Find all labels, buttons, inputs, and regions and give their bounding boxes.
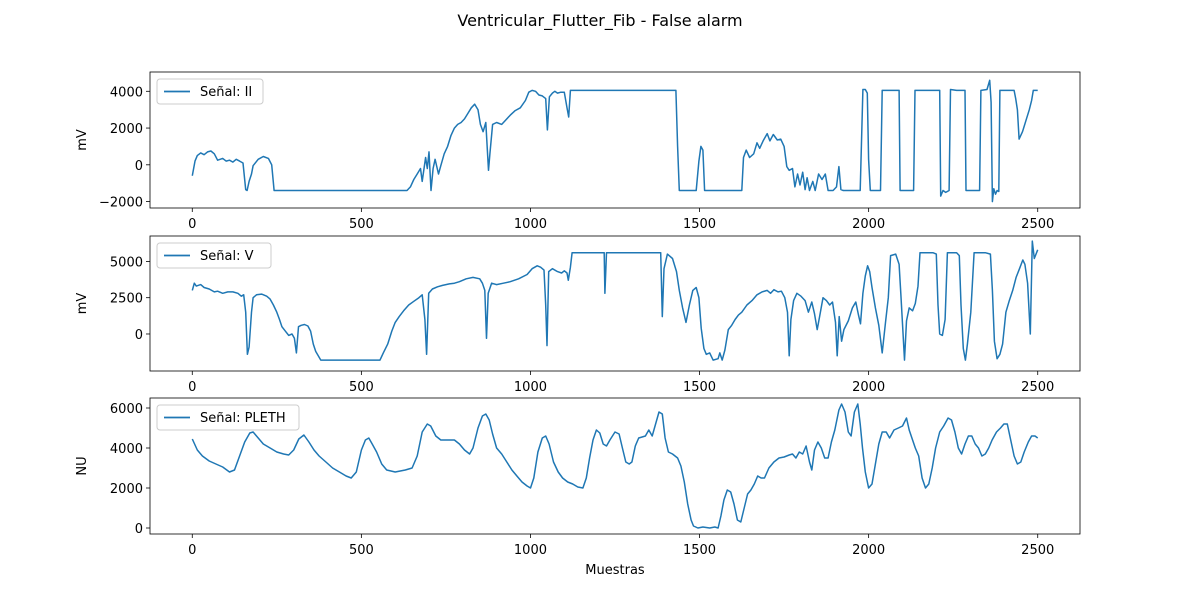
legend-box bbox=[156, 404, 300, 431]
subplot-2: 0 500 1000 1500 2000 2500 0 2500 5000 mV Señal: V bbox=[75, 235, 1081, 395]
subplot-1: 0 500 1000 1500 2000 2500 −2000 0 2000 4000 mV Seña… bbox=[75, 71, 1081, 232]
y-tick-label: 2000 bbox=[110, 482, 143, 497]
x-tick-label: 500 bbox=[349, 543, 374, 558]
x-tick-label: 2500 bbox=[1021, 217, 1054, 232]
axes-frame bbox=[149, 71, 1081, 209]
legend-box bbox=[156, 78, 264, 105]
x-tick-label: 500 bbox=[349, 380, 374, 395]
x-tick-label: 1000 bbox=[514, 380, 547, 395]
series-line-3-1 bbox=[191, 403, 1039, 529]
y-tick-label: 0 bbox=[135, 159, 143, 174]
x-tick-label: 0 bbox=[188, 217, 196, 232]
subplots: 0 500 1000 1500 2000 2500 −2000 0 2000 4000 mV Seña… bbox=[75, 71, 1081, 578]
y-axis-label: mV bbox=[75, 293, 90, 315]
x-tick-label: 2000 bbox=[852, 543, 885, 558]
axes-frame bbox=[149, 235, 1081, 372]
x-axis-label: Muestras bbox=[585, 563, 645, 578]
y-tick-label: −2000 bbox=[99, 196, 143, 211]
legend-label: Señal: II bbox=[200, 85, 252, 100]
x-tick-label: 2500 bbox=[1021, 380, 1054, 395]
y-tick-label: 2000 bbox=[110, 122, 143, 137]
y-tick-label: 4000 bbox=[110, 85, 143, 100]
series-line-1-1 bbox=[191, 79, 1038, 203]
x-tick-label: 1000 bbox=[514, 217, 547, 232]
figure-title: Ventricular_Flutter_Fib - False alarm bbox=[457, 11, 742, 31]
y-tick-label: 6000 bbox=[110, 402, 143, 417]
x-tick-label: 2000 bbox=[852, 217, 885, 232]
x-tick-label: 1500 bbox=[683, 217, 716, 232]
y-tick-label: 2500 bbox=[110, 292, 143, 307]
x-tick-label: 1000 bbox=[514, 543, 547, 558]
x-tick-label: 2500 bbox=[1021, 543, 1054, 558]
series-line-2-1 bbox=[191, 240, 1039, 361]
legend-box bbox=[156, 242, 272, 269]
y-axis-label: NU bbox=[75, 456, 90, 475]
subplot-3: 0 500 1000 1500 2000 2500 0 2000 4000 6000 NU Muest… bbox=[75, 397, 1081, 578]
x-tick-label: 0 bbox=[188, 380, 196, 395]
y-tick-label: 0 bbox=[135, 328, 143, 343]
x-tick-label: 500 bbox=[349, 217, 374, 232]
y-tick-label: 4000 bbox=[110, 442, 143, 457]
x-tick-label: 2000 bbox=[852, 380, 885, 395]
legend-label: Señal: V bbox=[200, 249, 254, 264]
y-tick-label: 5000 bbox=[110, 255, 143, 270]
x-tick-label: 1500 bbox=[683, 543, 716, 558]
x-tick-label: 1500 bbox=[683, 380, 716, 395]
x-tick-label: 0 bbox=[188, 543, 196, 558]
axes-frame bbox=[149, 397, 1081, 535]
y-tick-label: 0 bbox=[135, 522, 143, 537]
legend-label: Señal: PLETH bbox=[200, 411, 286, 426]
y-axis-label: mV bbox=[75, 129, 90, 151]
